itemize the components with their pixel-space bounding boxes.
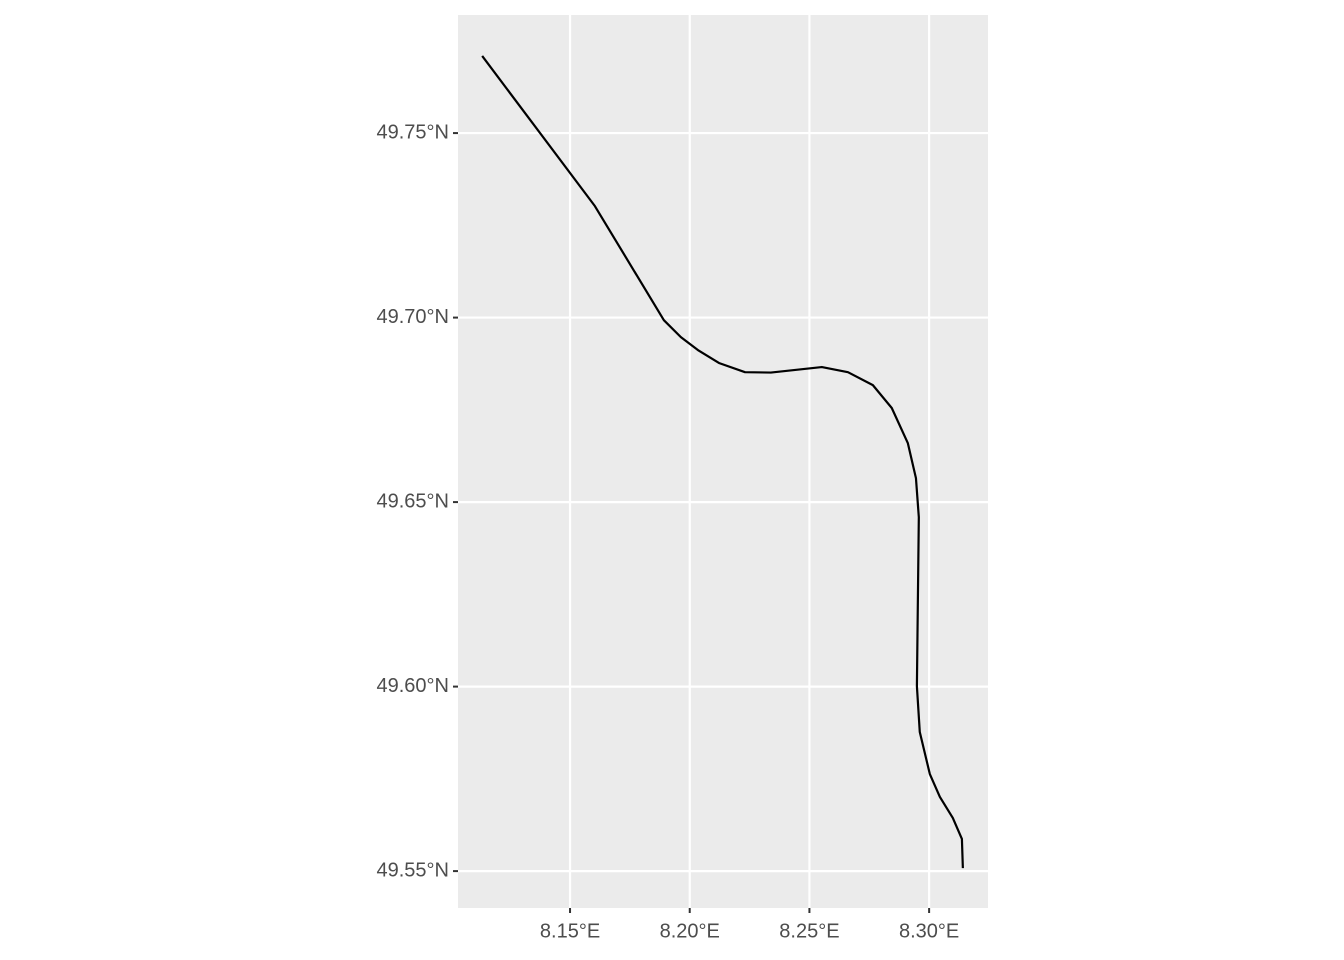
- x-tick-label: 8.30°E: [899, 920, 959, 942]
- x-tick-label: 8.20°E: [660, 920, 720, 942]
- route-line: [481, 55, 964, 869]
- x-tick-label: 8.25°E: [779, 920, 839, 942]
- x-tick-label: 8.15°E: [540, 920, 600, 942]
- y-tick-label: 49.70°N: [377, 306, 450, 328]
- y-tick-label: 49.55°N: [377, 859, 450, 881]
- y-tick-label: 49.75°N: [377, 121, 450, 143]
- y-tick-label: 49.65°N: [377, 490, 450, 512]
- panel-background: [458, 15, 988, 908]
- y-tick-label: 49.60°N: [377, 675, 450, 697]
